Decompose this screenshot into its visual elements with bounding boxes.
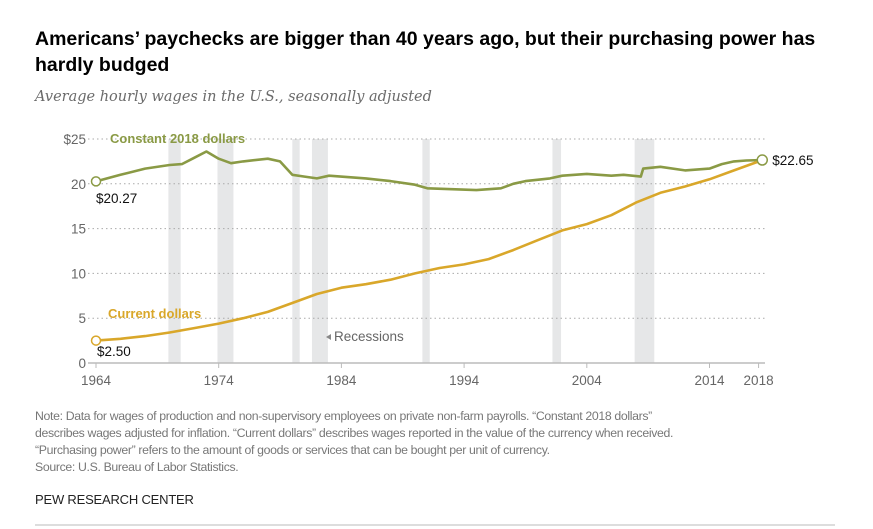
bottom-divider (35, 524, 835, 526)
x-tick-label: 2014 (694, 373, 725, 388)
x-tick-label: 1994 (449, 373, 480, 388)
recession-band (168, 139, 181, 363)
y-tick-label: 15 (71, 222, 86, 237)
chart-title: Americans’ paychecks are bigger than 40 … (35, 28, 816, 76)
end-marker (756, 154, 769, 166)
recession-band (552, 139, 562, 363)
recessions-pointer-icon (326, 334, 331, 340)
y-tick-label: 0 (78, 356, 86, 371)
recession-band (634, 139, 655, 363)
chart-note: Note: Data for wages of production and n… (35, 408, 855, 476)
current-dollars-line (95, 158, 763, 342)
start-value-current: $2.50 (97, 344, 131, 359)
note-line: describes wages adjusted for inflation. … (35, 426, 674, 440)
recession-band (292, 139, 300, 363)
x-tick-label: 2004 (572, 373, 603, 388)
constant-dollars-line (95, 150, 763, 192)
y-tick-label: 5 (78, 311, 86, 326)
y-tick-label: 10 (71, 266, 86, 281)
recession-band (311, 139, 328, 363)
x-tick-label: 1984 (326, 373, 357, 388)
start-marker-constant (90, 176, 102, 187)
y-tick-label: 20 (71, 177, 86, 192)
source-line: Source: U.S. Bureau of Labor Statistics. (35, 460, 239, 474)
x-tick-label: 2018 (744, 373, 774, 388)
brand-name: PEW RESEARCH CENTER (35, 492, 194, 507)
series-label-constant: Constant 2018 dollars (110, 131, 245, 146)
y-tick-label: $25 (63, 132, 86, 147)
end-value: $22.65 (772, 153, 813, 168)
recession-band (422, 139, 430, 363)
x-tick-label: 1974 (204, 373, 235, 388)
start-value-constant: $20.27 (96, 191, 137, 206)
recessions-label: Recessions (334, 329, 404, 344)
chart-subtitle: Average hourly wages in the U.S., season… (35, 89, 432, 105)
series-label-current: Current dollars (108, 306, 201, 321)
note-line: “Purchasing power” refers to the amount … (35, 443, 550, 457)
x-tick-label: 1964 (81, 373, 112, 388)
recession-band (217, 139, 234, 363)
note-line: Note: Data for wages of production and n… (35, 409, 652, 423)
start-marker-current (90, 335, 102, 346)
